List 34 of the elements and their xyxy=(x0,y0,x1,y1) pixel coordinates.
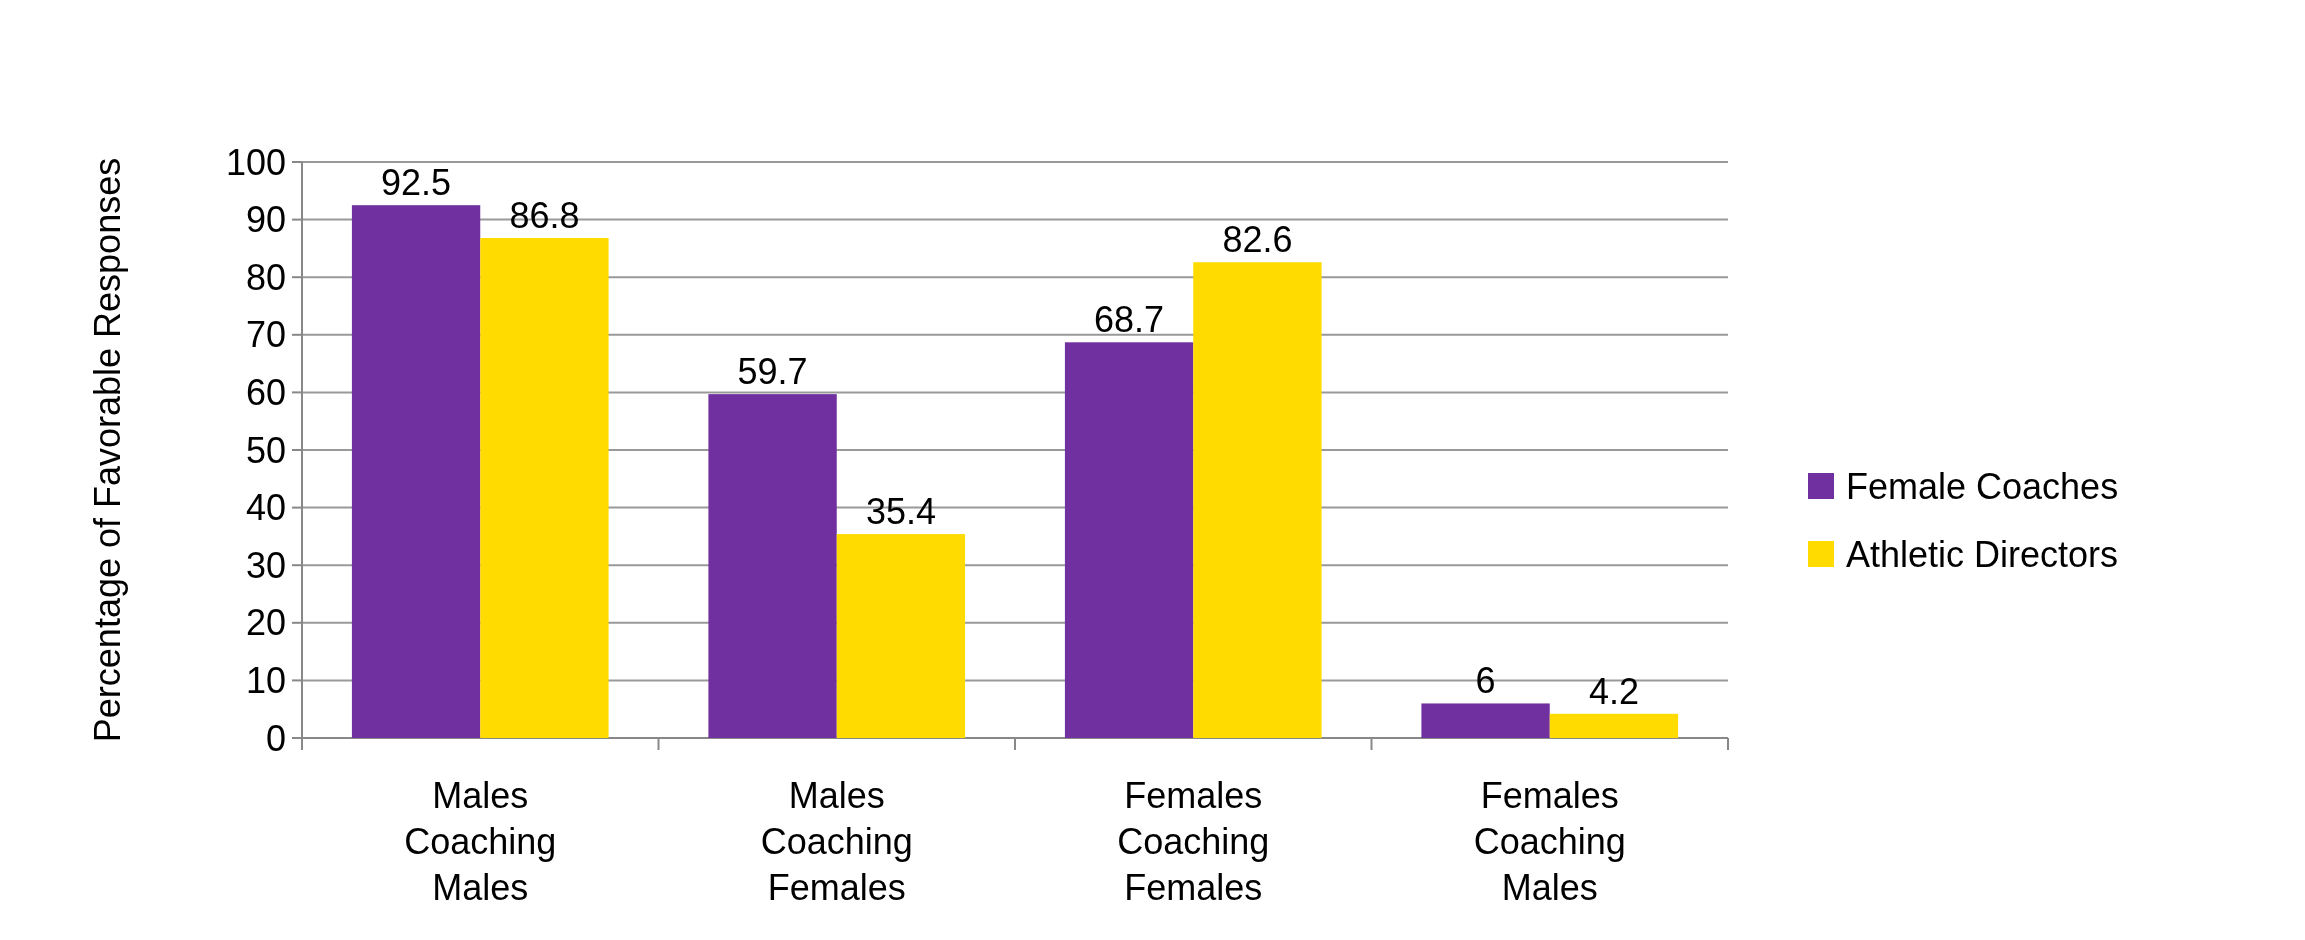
y-tick-label: 20 xyxy=(245,602,286,644)
data-label: 82.6 xyxy=(1222,219,1293,261)
y-tick-label: 70 xyxy=(245,314,286,356)
x-tick-label: Males Coaching Males xyxy=(404,775,557,908)
y-tick-label: 40 xyxy=(245,487,286,529)
bar xyxy=(1549,713,1679,738)
legend-label: Female Coaches xyxy=(1846,465,2119,507)
y-tick-label: 50 xyxy=(245,429,286,471)
y-axis-title: Percentage of Favorable Responses xyxy=(87,157,128,743)
bar xyxy=(480,238,609,738)
y-tick-label: 100 xyxy=(225,141,286,183)
legend-label: Athletic Directors xyxy=(1846,533,2119,575)
y-tick-label: 10 xyxy=(245,660,286,701)
data-label: 4.2 xyxy=(1588,670,1639,712)
y-tick-label: 90 xyxy=(245,199,286,241)
bar xyxy=(1064,342,1194,738)
data-label: 35.4 xyxy=(865,491,936,533)
y-tick-label: 30 xyxy=(245,544,286,586)
bar xyxy=(836,534,966,738)
x-tick-label: Males Coaching Females xyxy=(760,775,913,908)
bar xyxy=(1193,262,1322,738)
x-tick-label: Females Coaching Females xyxy=(1117,775,1270,908)
data-label: 68.7 xyxy=(1094,299,1165,341)
y-tick-label: 0 xyxy=(265,717,286,759)
bar xyxy=(351,205,481,738)
data-label: 86.8 xyxy=(509,195,580,237)
y-tick-label: 60 xyxy=(245,372,286,413)
y-tick-label: 80 xyxy=(245,256,286,298)
x-tick-label: Females Coaching Males xyxy=(1473,775,1626,908)
data-label: 59.7 xyxy=(737,351,808,393)
data-label: 6 xyxy=(1475,660,1496,702)
bar xyxy=(708,394,837,738)
data-label: 92.5 xyxy=(381,162,452,204)
bar xyxy=(1421,703,1550,738)
